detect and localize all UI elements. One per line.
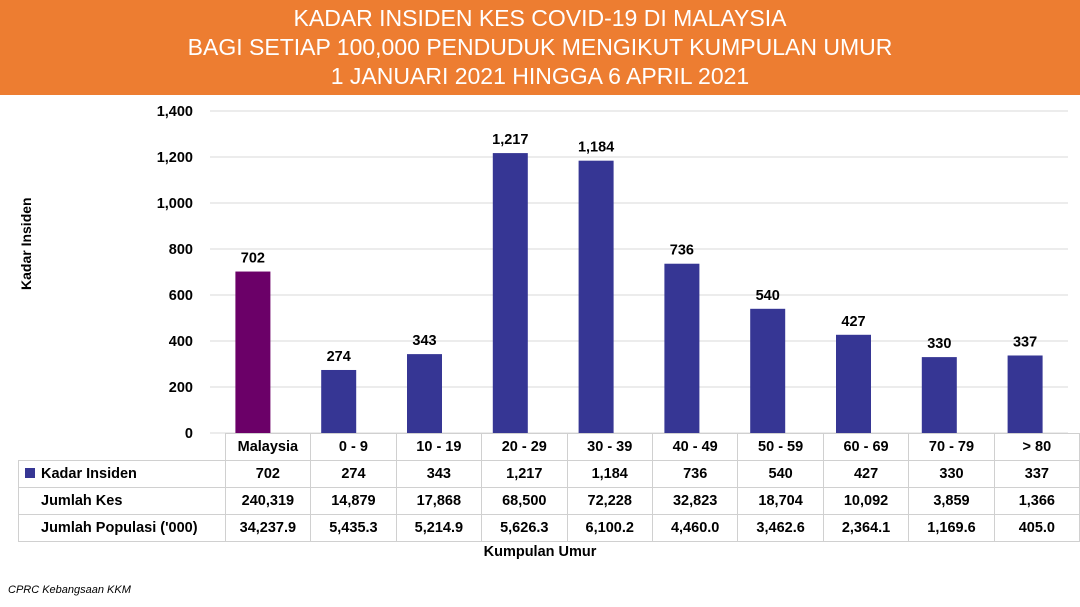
table-cell: 405.0 xyxy=(993,514,1080,542)
table-cell: 3,859 xyxy=(908,487,995,515)
data-label: 1,217 xyxy=(492,132,528,148)
data-label: 337 xyxy=(1013,334,1037,350)
bar xyxy=(1007,355,1043,433)
data-label: 330 xyxy=(927,336,951,352)
table-cell: 343 xyxy=(395,460,483,488)
table-corner xyxy=(18,433,226,461)
table-cell: 72,228 xyxy=(566,487,653,515)
y-tick-label: 200 xyxy=(169,380,193,396)
data-label: 736 xyxy=(670,243,694,259)
table-cell: 274 xyxy=(310,460,397,488)
table-header-row: Malaysia 0 - 9 10 - 19 20 - 29 30 - 39 40 - 4… xyxy=(18,433,1080,461)
table-cell: 3,462.6 xyxy=(737,514,824,542)
table-cell: 34,237.9 xyxy=(224,514,312,542)
chart-title-line-2: BAGI SETIAP 100,000 PENDUDUK MENGIKUT KU… xyxy=(187,34,893,60)
x-tick-label: Malaysia xyxy=(224,433,312,461)
x-tick-label: 50 - 59 xyxy=(737,433,824,461)
table-cell: 1,184 xyxy=(566,460,653,488)
table-cell: 337 xyxy=(993,460,1080,488)
table-cell: 4,460.0 xyxy=(651,514,739,542)
data-table: Malaysia 0 - 9 10 - 19 20 - 29 30 - 39 40 - 4… xyxy=(18,433,1080,542)
table-row-label: Jumlah Kes xyxy=(18,487,226,515)
data-label: 274 xyxy=(327,349,351,365)
x-tick-label: 10 - 19 xyxy=(395,433,483,461)
bar xyxy=(407,354,442,433)
x-axis-label: Kumpulan Umur xyxy=(483,544,597,560)
x-tick-label: 0 - 9 xyxy=(310,433,397,461)
x-tick-label: 60 - 69 xyxy=(822,433,910,461)
bar xyxy=(664,263,700,433)
x-tick-label: > 80 xyxy=(993,433,1080,461)
table-cell: 736 xyxy=(651,460,739,488)
data-label: 702 xyxy=(241,251,265,267)
table-cell: 2,364.1 xyxy=(822,514,910,542)
data-label: 540 xyxy=(756,288,780,304)
bar xyxy=(492,153,528,433)
table-cell: 18,704 xyxy=(737,487,824,515)
bar xyxy=(921,357,957,433)
table-row-label: Kadar Insiden xyxy=(18,460,226,488)
y-tick-label: 600 xyxy=(169,288,193,304)
table-cell: 540 xyxy=(737,460,824,488)
table-cell: 1,217 xyxy=(481,460,568,488)
table-cell: 330 xyxy=(908,460,995,488)
table-row: Jumlah Populasi ('000) 34,237.9 5,435.3 5,2… xyxy=(18,514,1080,542)
legend-swatch xyxy=(25,468,35,478)
x-tick-label: 40 - 49 xyxy=(651,433,739,461)
table-row: Kadar Insiden 702 274 343 1,217 1,184 736 540 42… xyxy=(18,460,1080,488)
chart-title-line-3: 1 JANUARI 2021 HINGGA 6 APRIL 2021 xyxy=(330,63,750,89)
table-cell: 68,500 xyxy=(481,487,568,515)
x-tick-label: 70 - 79 xyxy=(908,433,995,461)
table-cell: 6,100.2 xyxy=(566,514,653,542)
bar xyxy=(836,334,871,433)
y-tick-label: 800 xyxy=(169,242,193,258)
table-cell: 5,435.3 xyxy=(310,514,397,542)
title-banner: KADAR INSIDEN KES COVID-19 DI MALAYSIA B… xyxy=(0,0,1080,95)
bar xyxy=(321,369,357,433)
table-cell: 10,092 xyxy=(822,487,910,515)
table-cell: 1,366 xyxy=(993,487,1080,515)
table-cell: 17,868 xyxy=(395,487,483,515)
y-tick-label: 1,000 xyxy=(157,196,193,212)
table-cell: 5,626.3 xyxy=(481,514,568,542)
x-tick-label: 30 - 39 xyxy=(566,433,653,461)
chart-title-line-1: KADAR INSIDEN KES COVID-19 DI MALAYSIA xyxy=(293,5,787,31)
table-row-label: Jumlah Populasi ('000) xyxy=(18,514,226,542)
y-axis-label: Kadar Insiden xyxy=(18,197,34,290)
bar xyxy=(578,160,614,433)
table-cell: 240,319 xyxy=(224,487,312,515)
table-cell: 427 xyxy=(822,460,910,488)
y-tick-label: 400 xyxy=(169,334,193,350)
data-label: 1,184 xyxy=(578,140,614,156)
table-cell: 32,823 xyxy=(651,487,739,515)
table-cell: 702 xyxy=(224,460,312,488)
table-cell: 5,214.9 xyxy=(395,514,483,542)
data-label: 343 xyxy=(412,333,436,349)
bar xyxy=(750,308,786,433)
bar xyxy=(235,271,271,433)
y-tick-label: 1,200 xyxy=(157,150,193,166)
table-row: Jumlah Kes 240,319 14,879 17,868 68,500 72,22… xyxy=(18,487,1080,515)
table-cell: 14,879 xyxy=(310,487,397,515)
table-cell: 1,169.6 xyxy=(908,514,995,542)
y-tick-label: 1,400 xyxy=(157,104,193,120)
x-tick-label: 20 - 29 xyxy=(481,433,568,461)
data-label: 427 xyxy=(841,314,865,330)
source-note: CPRC Kebangsaan KKM xyxy=(8,584,131,596)
